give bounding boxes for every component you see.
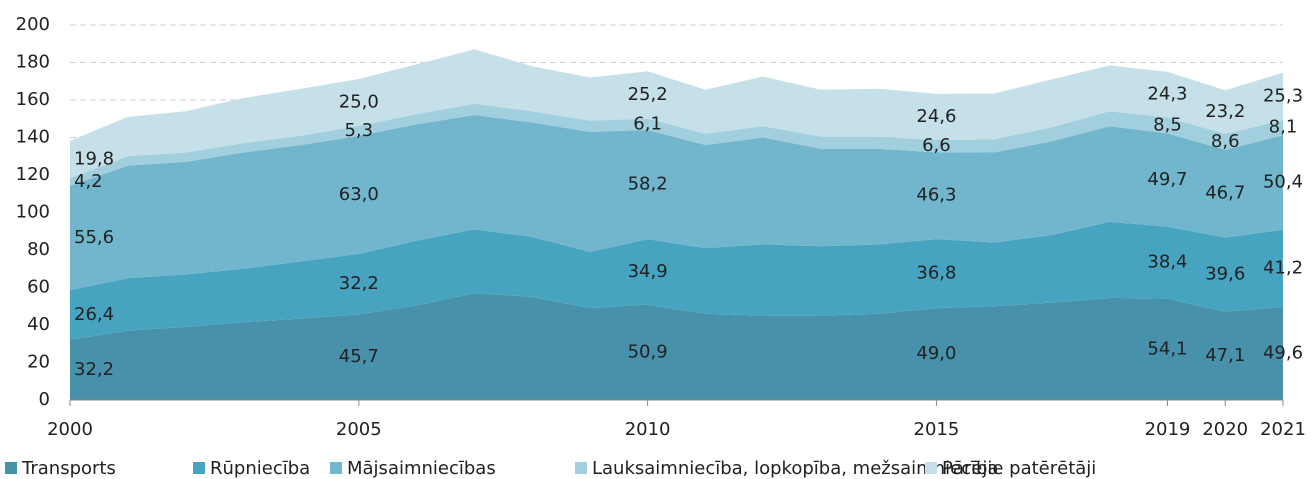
data-label: 26,4 (74, 304, 114, 325)
x-tick-label: 2010 (625, 419, 671, 440)
data-label: 25,2 (628, 84, 668, 105)
x-tick-label: 2020 (1202, 419, 1248, 440)
y-tick-label: 20 (27, 352, 50, 373)
data-label: 49,7 (1147, 169, 1187, 190)
data-label: 54,1 (1147, 338, 1187, 359)
legend-swatch (5, 462, 17, 474)
data-label: 50,4 (1263, 172, 1303, 193)
x-tick-label: 2015 (914, 419, 960, 440)
data-label: 34,9 (628, 261, 668, 282)
data-label: 36,8 (916, 263, 956, 284)
legend-swatch (925, 462, 937, 474)
data-label: 46,7 (1205, 183, 1245, 204)
data-label: 55,6 (74, 227, 114, 248)
data-label: 8,5 (1153, 114, 1182, 135)
area (70, 221, 1283, 340)
data-label: 47,1 (1205, 345, 1245, 366)
data-label: 4,2 (74, 171, 103, 192)
data-label: 58,2 (628, 174, 668, 195)
y-tick-label: 180 (16, 52, 50, 73)
y-tick-label: 80 (27, 239, 50, 260)
data-label: 46,3 (916, 185, 956, 206)
data-label: 25,0 (339, 91, 379, 112)
y-tick-label: 100 (16, 202, 50, 223)
data-label: 8,6 (1211, 131, 1240, 152)
data-label: 6,6 (922, 135, 951, 156)
data-label: 6,1 (633, 113, 662, 134)
data-label: 38,4 (1147, 252, 1187, 273)
data-label: 50,9 (628, 341, 668, 362)
legend-label: Transports (21, 458, 116, 479)
data-label: 8,1 (1269, 117, 1298, 138)
legend-label: Pārējie patērētāji (942, 458, 1096, 479)
data-label: 41,2 (1263, 257, 1303, 278)
data-label: 63,0 (339, 184, 379, 205)
y-tick-label: 200 (16, 14, 50, 35)
area (70, 103, 1283, 186)
y-tick-label: 0 (39, 389, 50, 410)
legend-swatch (575, 462, 587, 474)
legend-swatch (330, 462, 342, 474)
y-tick-label: 160 (16, 89, 50, 110)
area (70, 49, 1283, 178)
data-label: 32,2 (74, 359, 114, 380)
area (70, 293, 1283, 400)
x-tick-label: 2005 (336, 419, 382, 440)
area (70, 115, 1283, 291)
x-tick-label: 2019 (1145, 419, 1191, 440)
data-label: 45,7 (339, 346, 379, 367)
data-label: 19,8 (74, 148, 114, 169)
y-tick-label: 120 (16, 164, 50, 185)
data-label: 39,6 (1205, 264, 1245, 285)
legend-label: Mājsaimniecības (347, 458, 496, 479)
data-label: 49,6 (1263, 343, 1303, 364)
y-tick-label: 60 (27, 277, 50, 298)
y-tick-label: 140 (16, 127, 50, 148)
legend-swatch (193, 462, 205, 474)
legend-label: Rūpniecība (210, 458, 310, 479)
data-label: 24,6 (916, 106, 956, 127)
data-label: 49,0 (916, 343, 956, 364)
x-tick-label: 2000 (47, 419, 93, 440)
x-tick-label: 2021 (1260, 419, 1306, 440)
data-label: 23,2 (1205, 101, 1245, 122)
data-label: 25,3 (1263, 85, 1303, 106)
data-label: 24,3 (1147, 84, 1187, 105)
data-label: 5,3 (344, 120, 373, 141)
data-label: 32,2 (339, 273, 379, 294)
y-tick-label: 40 (27, 314, 50, 335)
legend-label: Lauksaimniecība, lopkopība, mežsaimniecī… (592, 458, 999, 479)
